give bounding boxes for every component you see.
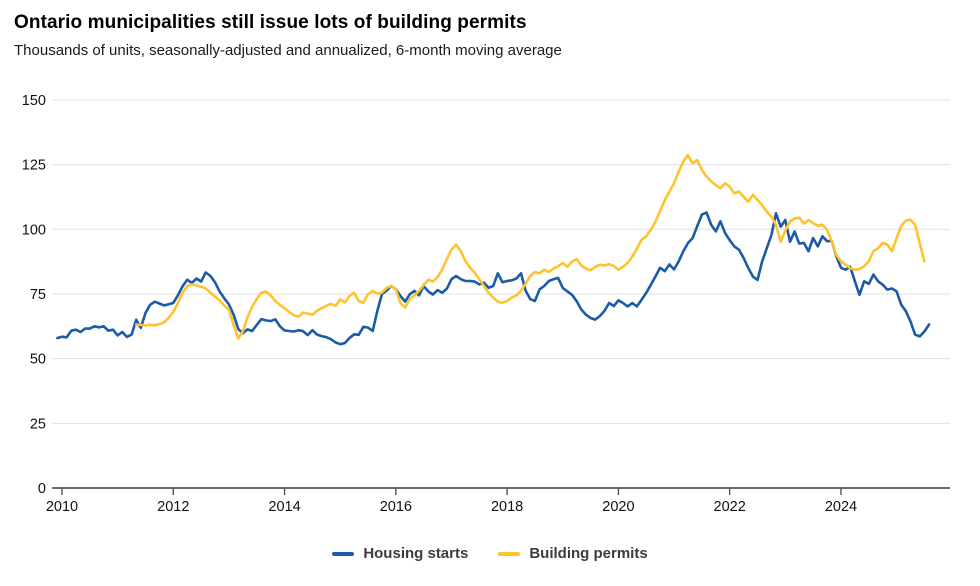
chart-legend: Housing starts Building permits	[0, 545, 980, 562]
y-tick-label: 150	[22, 93, 46, 109]
x-tick-label: 2018	[491, 499, 523, 515]
x-tick-label: 2014	[268, 499, 300, 515]
legend-item-building-permits: Building permits	[498, 545, 648, 562]
building-permits-line	[134, 153, 926, 340]
page-title: Ontario municipalities still issue lots …	[14, 12, 527, 33]
x-tick-label: 2010	[46, 499, 78, 515]
y-tick-label: 125	[22, 158, 46, 174]
chart-canvas: 0 25 50 75 100 125 150 2010 2012 2014 2016 2018 2020…	[22, 93, 950, 515]
y-tick-label: 50	[30, 352, 46, 368]
housing-starts-swatch-icon	[332, 551, 355, 556]
y-tick-label: 75	[30, 287, 46, 303]
x-tick-label: 2022	[714, 499, 746, 515]
legend-label: Housing starts	[363, 545, 469, 562]
chart-subtitle: Thousands of units, seasonally-adjusted …	[14, 42, 562, 59]
x-tick-label: 2012	[157, 499, 189, 515]
legend-item-housing-starts: Housing starts	[332, 545, 468, 562]
x-tick-label: 2024	[825, 499, 857, 515]
y-tick-label: 100	[22, 222, 46, 238]
x-tick-label: 2020	[602, 499, 634, 515]
y-tick-label: 0	[38, 481, 46, 497]
y-tick-label: 25	[30, 416, 46, 432]
housing-starts-line	[56, 211, 931, 346]
x-tick-label: 2016	[380, 499, 412, 515]
legend-label: Building permits	[529, 545, 648, 562]
building-permits-swatch-icon	[498, 551, 521, 556]
